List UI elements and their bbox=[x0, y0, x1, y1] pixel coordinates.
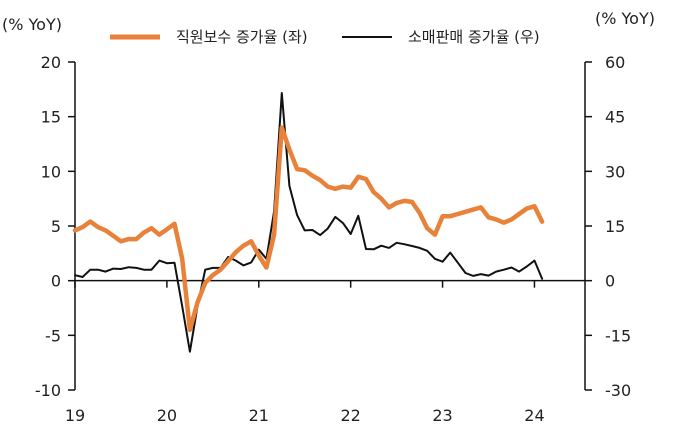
right-tick-label: -15 bbox=[605, 326, 631, 345]
series-layer bbox=[72, 92, 545, 353]
x-tick-label: 23 bbox=[432, 406, 452, 425]
right-axis-unit-label: (% YoY) bbox=[595, 9, 655, 28]
left-tick-label: 15 bbox=[41, 108, 61, 127]
legend: 직원보수 증가율 (좌) 소매판매 증가율 (우) bbox=[110, 28, 540, 46]
left-tick-label: 5 bbox=[51, 217, 61, 236]
right-tick-label: 60 bbox=[605, 53, 625, 72]
x-tick-label: 19 bbox=[65, 406, 85, 425]
series-line-compensation bbox=[72, 125, 545, 333]
x-tick-label: 21 bbox=[249, 406, 269, 425]
left-axis-ticks: 20 15 10 5 0 -5 -10 bbox=[35, 53, 75, 400]
right-tick-label: 45 bbox=[605, 108, 625, 127]
left-tick-label: -10 bbox=[35, 381, 61, 400]
right-tick-label: 30 bbox=[605, 162, 625, 181]
left-axis-unit-label: (% YoY) bbox=[2, 15, 62, 34]
right-tick-label: 15 bbox=[605, 217, 625, 236]
right-tick-label: 0 bbox=[605, 272, 615, 291]
x-tick-label: 22 bbox=[340, 406, 360, 425]
left-tick-label: -5 bbox=[45, 326, 61, 345]
legend-label-compensation: 직원보수 증가율 (좌) bbox=[176, 28, 308, 46]
x-axis-ticks: 19 20 21 22 23 24 bbox=[65, 280, 545, 425]
x-tick-label: 20 bbox=[157, 406, 177, 425]
right-tick-label: -30 bbox=[605, 381, 631, 400]
series-line-retail-sales bbox=[74, 92, 544, 353]
left-tick-label: 20 bbox=[41, 53, 61, 72]
right-axis-ticks: 60 45 30 15 0 -15 -30 bbox=[585, 53, 631, 400]
x-tick-label: 24 bbox=[524, 406, 544, 425]
left-tick-label: 10 bbox=[41, 162, 61, 181]
legend-label-retail-sales: 소매판매 증가율 (우) bbox=[408, 28, 540, 46]
left-tick-label: 0 bbox=[51, 272, 61, 291]
